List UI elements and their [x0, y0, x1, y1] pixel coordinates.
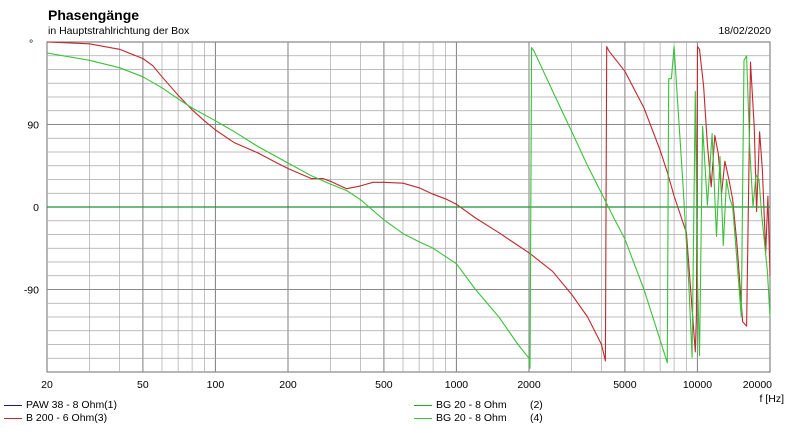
- series-layer: [46, 41, 771, 369]
- y-unit-label: °: [29, 38, 33, 50]
- chart-date: 18/02/2020: [718, 25, 771, 37]
- legend-item-bg20-2: BG 20 - 8 Ohm (2): [414, 399, 543, 411]
- x-tick-label: 5000: [613, 379, 637, 391]
- y-tick-label: 90: [27, 120, 39, 132]
- legend-label: PAW 38 - 8 Ohm(1): [26, 399, 118, 411]
- x-tick-label: 2000: [517, 379, 541, 391]
- legend-swatch: [414, 404, 432, 406]
- x-tick-label: 10000: [683, 379, 712, 391]
- legend-item-b200: B 200 - 6 Ohm(3): [4, 412, 107, 424]
- legend-label: BG 20 - 8 Ohm (4): [436, 412, 543, 424]
- legend-swatch: [414, 417, 432, 419]
- x-tick-label: 1000: [445, 379, 469, 391]
- y-tick-label: 0: [33, 202, 39, 214]
- x-tick-label: 500: [375, 379, 393, 391]
- x-tick-label: 50: [137, 379, 149, 391]
- x-tick-label: 200: [279, 379, 297, 391]
- legend-swatch: [4, 404, 22, 406]
- chart-subtitle: in Hauptstrahlrichtung der Box: [48, 25, 190, 37]
- x-axis-label: f [Hz]: [759, 393, 784, 405]
- tick-labels: 90 0 -90 ° 20 50 100 200 500 1000 2000 5000 10000 200…: [24, 38, 784, 405]
- x-tick-label: 100: [207, 379, 225, 391]
- legend-item-bg20-4: BG 20 - 8 Ohm (4): [414, 412, 543, 424]
- legend-label: BG 20 - 8 Ohm (2): [436, 399, 543, 411]
- series-line-4: [46, 46, 771, 369]
- legend-label: B 200 - 6 Ohm(3): [26, 412, 108, 424]
- x-tick-label: 20: [41, 379, 53, 391]
- chart-title: Phasengänge: [48, 7, 140, 23]
- x-tick-label: 20000: [743, 379, 772, 391]
- y-tick-label: -90: [24, 285, 39, 297]
- legend-item-paw38: PAW 38 - 8 Ohm(1): [4, 399, 117, 411]
- legend-swatch: [4, 417, 22, 419]
- series-line-2: [46, 41, 771, 362]
